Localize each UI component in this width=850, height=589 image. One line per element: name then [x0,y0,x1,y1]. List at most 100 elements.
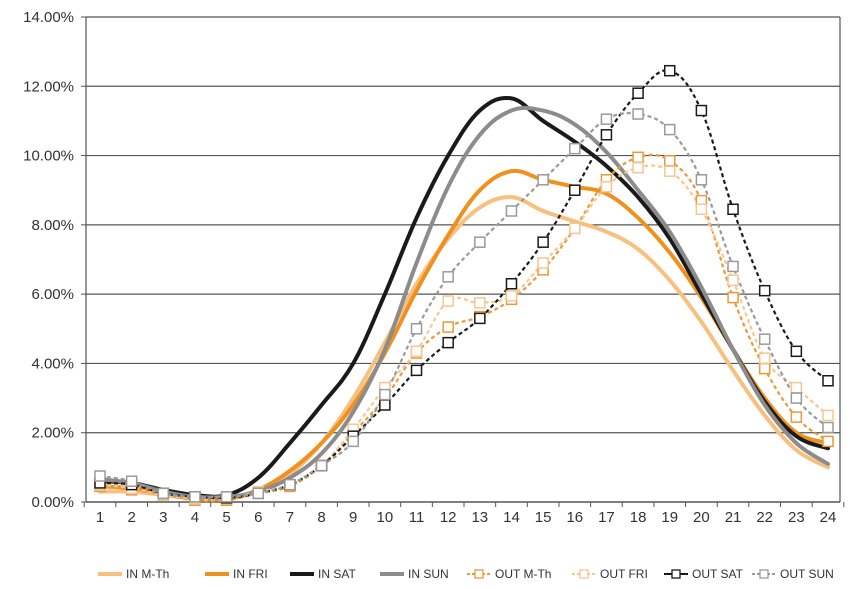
data-point-marker [758,284,771,297]
data-point-marker [94,470,106,482]
x-tick-label: 2 [127,509,135,526]
x-tick-label: 20 [693,509,710,526]
data-point-marker [790,392,803,404]
data-point-marker [410,345,423,358]
legend-item: OUT M-Th [467,567,551,581]
y-tick-label: 14.00% [23,9,74,26]
x-tick-label: 15 [535,509,552,526]
data-point-marker [758,352,771,364]
legend-label: IN SUN [408,567,449,581]
data-point-marker [695,203,708,216]
data-point-marker [505,290,518,302]
data-point-marker [663,165,676,177]
legend-label: IN FRI [233,567,268,581]
data-point-marker [537,257,549,269]
data-point-marker [600,129,613,141]
data-point-marker [252,487,265,500]
y-tick-label: 0.00% [31,494,74,511]
data-point-marker [632,87,644,99]
legend-item: IN SAT [290,567,356,581]
data-point-marker [410,364,423,377]
series-markers-out-sun [94,108,834,503]
x-tick-label: 7 [286,509,294,526]
x-tick-label: 19 [661,509,678,526]
y-tick-label: 8.00% [31,217,74,234]
data-point-marker [632,161,644,174]
data-point-marker [505,278,518,290]
data-point-marker [727,274,739,287]
data-point-marker [474,236,486,248]
x-tick-label: 16 [566,509,583,526]
data-point-marker [474,312,486,325]
legend-item: IN M-Th [98,567,169,581]
data-point-marker [695,104,708,117]
data-point-marker [315,459,328,472]
y-tick-label: 2.00% [31,425,74,442]
x-tick-label: 22 [756,509,773,526]
data-point-marker [727,260,739,273]
data-point-marker [537,236,549,248]
x-tick-label: 24 [820,509,837,526]
legend-label: IN M-Th [126,567,169,581]
x-tick-label: 10 [377,509,394,526]
data-point-marker [442,295,454,307]
data-point-marker [600,113,613,125]
x-tick-label: 3 [159,509,167,526]
data-point-marker [822,435,834,448]
data-point-marker [442,271,454,283]
y-axis-ticks: 0.00% 2.00% 4.00% 6.00% 8.00% 10.00% 12.00% 14.… [23,9,86,511]
legend-item: OUT SAT [664,567,744,581]
legend-swatch-marker [671,569,681,579]
legend: IN M-Th IN FRI IN SAT IN SUN OUT M-Th OUT FRI… [98,567,834,581]
data-point-marker [379,388,391,401]
legend-label: OUT SUN [780,567,834,581]
series-markers [94,64,834,507]
data-point-marker [695,174,708,186]
data-point-marker [537,174,549,186]
data-point-marker [790,411,803,423]
x-tick-label: 18 [630,509,647,526]
legend-item: OUT SUN [752,567,834,581]
data-point-marker [663,64,676,77]
x-tick-label: 17 [598,509,615,526]
data-point-marker [189,491,201,503]
data-point-marker [790,345,803,358]
data-point-marker [442,321,454,333]
data-point-marker [569,184,581,196]
data-point-marker [632,108,644,120]
x-axis-ticks: 1 2 3 4 5 6 7 8 9 10 11 12 13 14 15 16 17 18 19 20 21 22 23 24 [83,502,845,526]
data-point-marker [284,478,296,491]
data-point-marker [347,435,359,448]
y-tick-label: 4.00% [31,355,74,372]
series-line-out-sat [99,69,829,500]
data-point-marker [474,297,486,309]
data-point-marker [379,399,391,411]
legend-label: OUT SAT [692,567,744,581]
y-tick-label: 6.00% [31,286,74,303]
legend-item: OUT FRI [572,567,648,581]
x-tick-label: 5 [222,509,230,526]
x-tick-label: 8 [317,509,325,526]
data-point-marker [442,336,454,349]
data-point-marker [727,203,739,216]
series-line-in-m-th [98,195,830,502]
data-point-marker [632,151,644,164]
data-point-marker [758,362,771,375]
data-point-marker [505,205,518,217]
data-point-marker [569,142,581,155]
data-point-marker [790,381,803,394]
legend-swatch-marker [759,569,769,579]
y-tick-label: 10.00% [23,148,74,165]
legend-swatch-marker [579,569,589,579]
legend-item: IN FRI [205,567,268,581]
data-point-marker [822,409,834,422]
x-tick-label: 23 [788,509,805,526]
x-tick-label: 13 [471,509,488,526]
legend-label: OUT M-Th [495,567,551,581]
x-tick-label: 11 [409,509,425,526]
y-tick-label: 12.00% [23,78,74,95]
series-line-in-sun [98,105,830,500]
x-tick-label: 12 [440,509,457,526]
legend-swatch-marker [474,569,484,579]
